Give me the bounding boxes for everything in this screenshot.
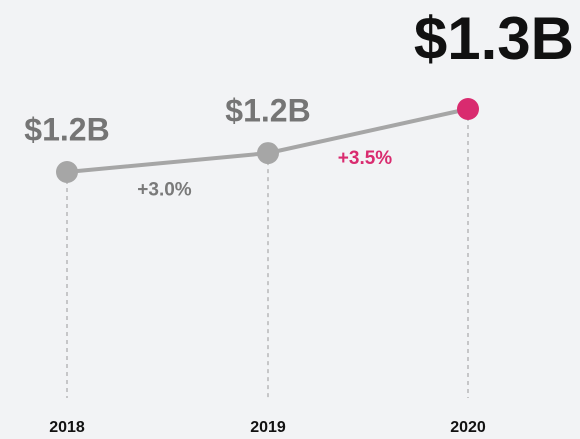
value-label: $1.2B [24,111,109,147]
value-label: $1.3B [414,5,574,72]
annotation: +3.5% [338,148,393,169]
value-label: $1.2B [225,93,310,129]
point [56,161,78,183]
point [257,142,279,165]
x-tick-label: 2018 [49,419,85,436]
point [457,98,479,120]
x-tick-label: 2020 [450,419,486,436]
annotation: +3.0% [137,180,192,201]
x-tick-label: 2019 [250,419,286,436]
